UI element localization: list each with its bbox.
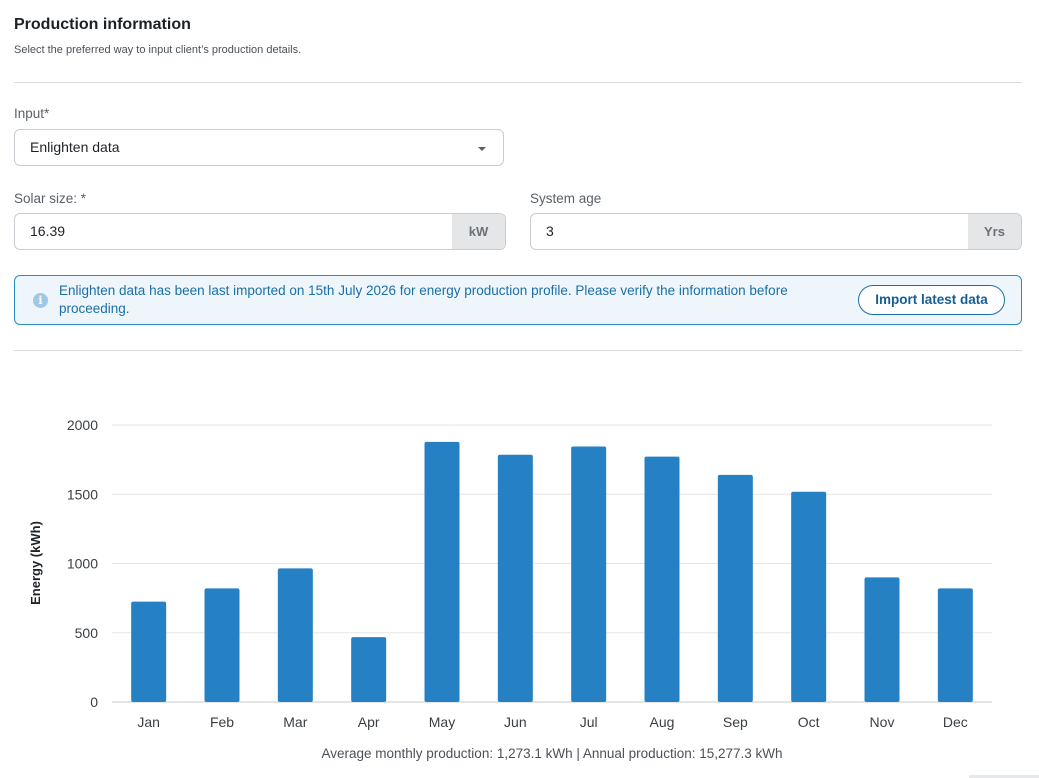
divider	[14, 350, 1022, 351]
bar-aug[interactable]	[644, 456, 680, 702]
chevron-down-icon	[478, 147, 486, 151]
solar-size-value: 16.39	[30, 223, 66, 239]
x-tick-label: Apr	[358, 714, 380, 730]
chart-bars	[131, 441, 973, 702]
bar-jun[interactable]	[497, 454, 533, 702]
scroll-indicator	[969, 775, 1039, 778]
import-latest-data-button[interactable]: Import latest data	[858, 285, 1005, 315]
y-tick-label: 500	[75, 625, 99, 641]
chart-y-axis-label: Energy (kWh)	[28, 521, 43, 605]
x-tick-label: Feb	[210, 714, 234, 730]
energy-production-chart: 0 500 1000 1500 2000 Jan Feb Mar Apr May Jun Jul Au…	[28, 417, 992, 730]
solar-size-label: Solar size: *	[14, 191, 87, 206]
bar-mar[interactable]	[277, 568, 313, 702]
system-age-field[interactable]: 3 Yrs	[530, 213, 1022, 250]
bar-oct[interactable]	[791, 491, 827, 702]
bar-nov[interactable]	[864, 577, 900, 702]
x-tick-label: May	[429, 714, 455, 730]
x-tick-label: Sep	[723, 714, 748, 730]
chart-gridlines	[112, 424, 992, 703]
divider	[14, 82, 1022, 83]
info-icon: i	[33, 293, 48, 308]
system-age-label: System age	[530, 191, 602, 206]
y-tick-label: 1500	[67, 486, 98, 502]
solar-size-field[interactable]: 16.39 kW	[14, 213, 506, 250]
page-title: Production information	[14, 16, 191, 33]
bar-feb[interactable]	[204, 588, 240, 702]
x-tick-label: Jun	[504, 714, 527, 730]
bar-jan[interactable]	[131, 601, 167, 702]
info-banner: i Enlighten data has been last imported …	[14, 275, 1022, 325]
input-select-value: Enlighten data	[30, 139, 120, 155]
bar-dec[interactable]	[937, 588, 973, 702]
y-tick-label: 2000	[67, 417, 98, 433]
system-age-unit: Yrs	[968, 214, 1021, 249]
x-tick-label: Jul	[580, 714, 598, 730]
chart-x-ticks: Jan Feb Mar Apr May Jun Jul Aug Sep Oct Nov Dec	[137, 714, 967, 730]
bar-sep[interactable]	[717, 474, 753, 702]
system-age-value: 3	[546, 223, 554, 239]
info-banner-message: Enlighten data has been last imported on…	[59, 283, 788, 316]
x-tick-label: Mar	[283, 714, 307, 730]
bar-may[interactable]	[424, 441, 460, 702]
input-select[interactable]: Enlighten data	[14, 129, 504, 166]
x-tick-label: Oct	[798, 714, 820, 730]
x-tick-label: Jan	[137, 714, 160, 730]
page-subtitle: Select the preferred way to input client…	[14, 44, 302, 56]
production-summary: Average monthly production: 1,273.1 kWh …	[321, 746, 783, 761]
chart-y-ticks: 0 500 1000 1500 2000	[67, 417, 98, 710]
solar-size-unit: kW	[452, 214, 505, 249]
bar-jul[interactable]	[571, 446, 607, 702]
x-tick-label: Nov	[870, 714, 895, 730]
y-tick-label: 0	[90, 694, 98, 710]
bar-apr[interactable]	[351, 637, 387, 702]
input-label: Input*	[14, 106, 50, 121]
y-tick-label: 1000	[67, 556, 98, 572]
x-tick-label: Dec	[943, 714, 968, 730]
x-tick-label: Aug	[650, 714, 675, 730]
